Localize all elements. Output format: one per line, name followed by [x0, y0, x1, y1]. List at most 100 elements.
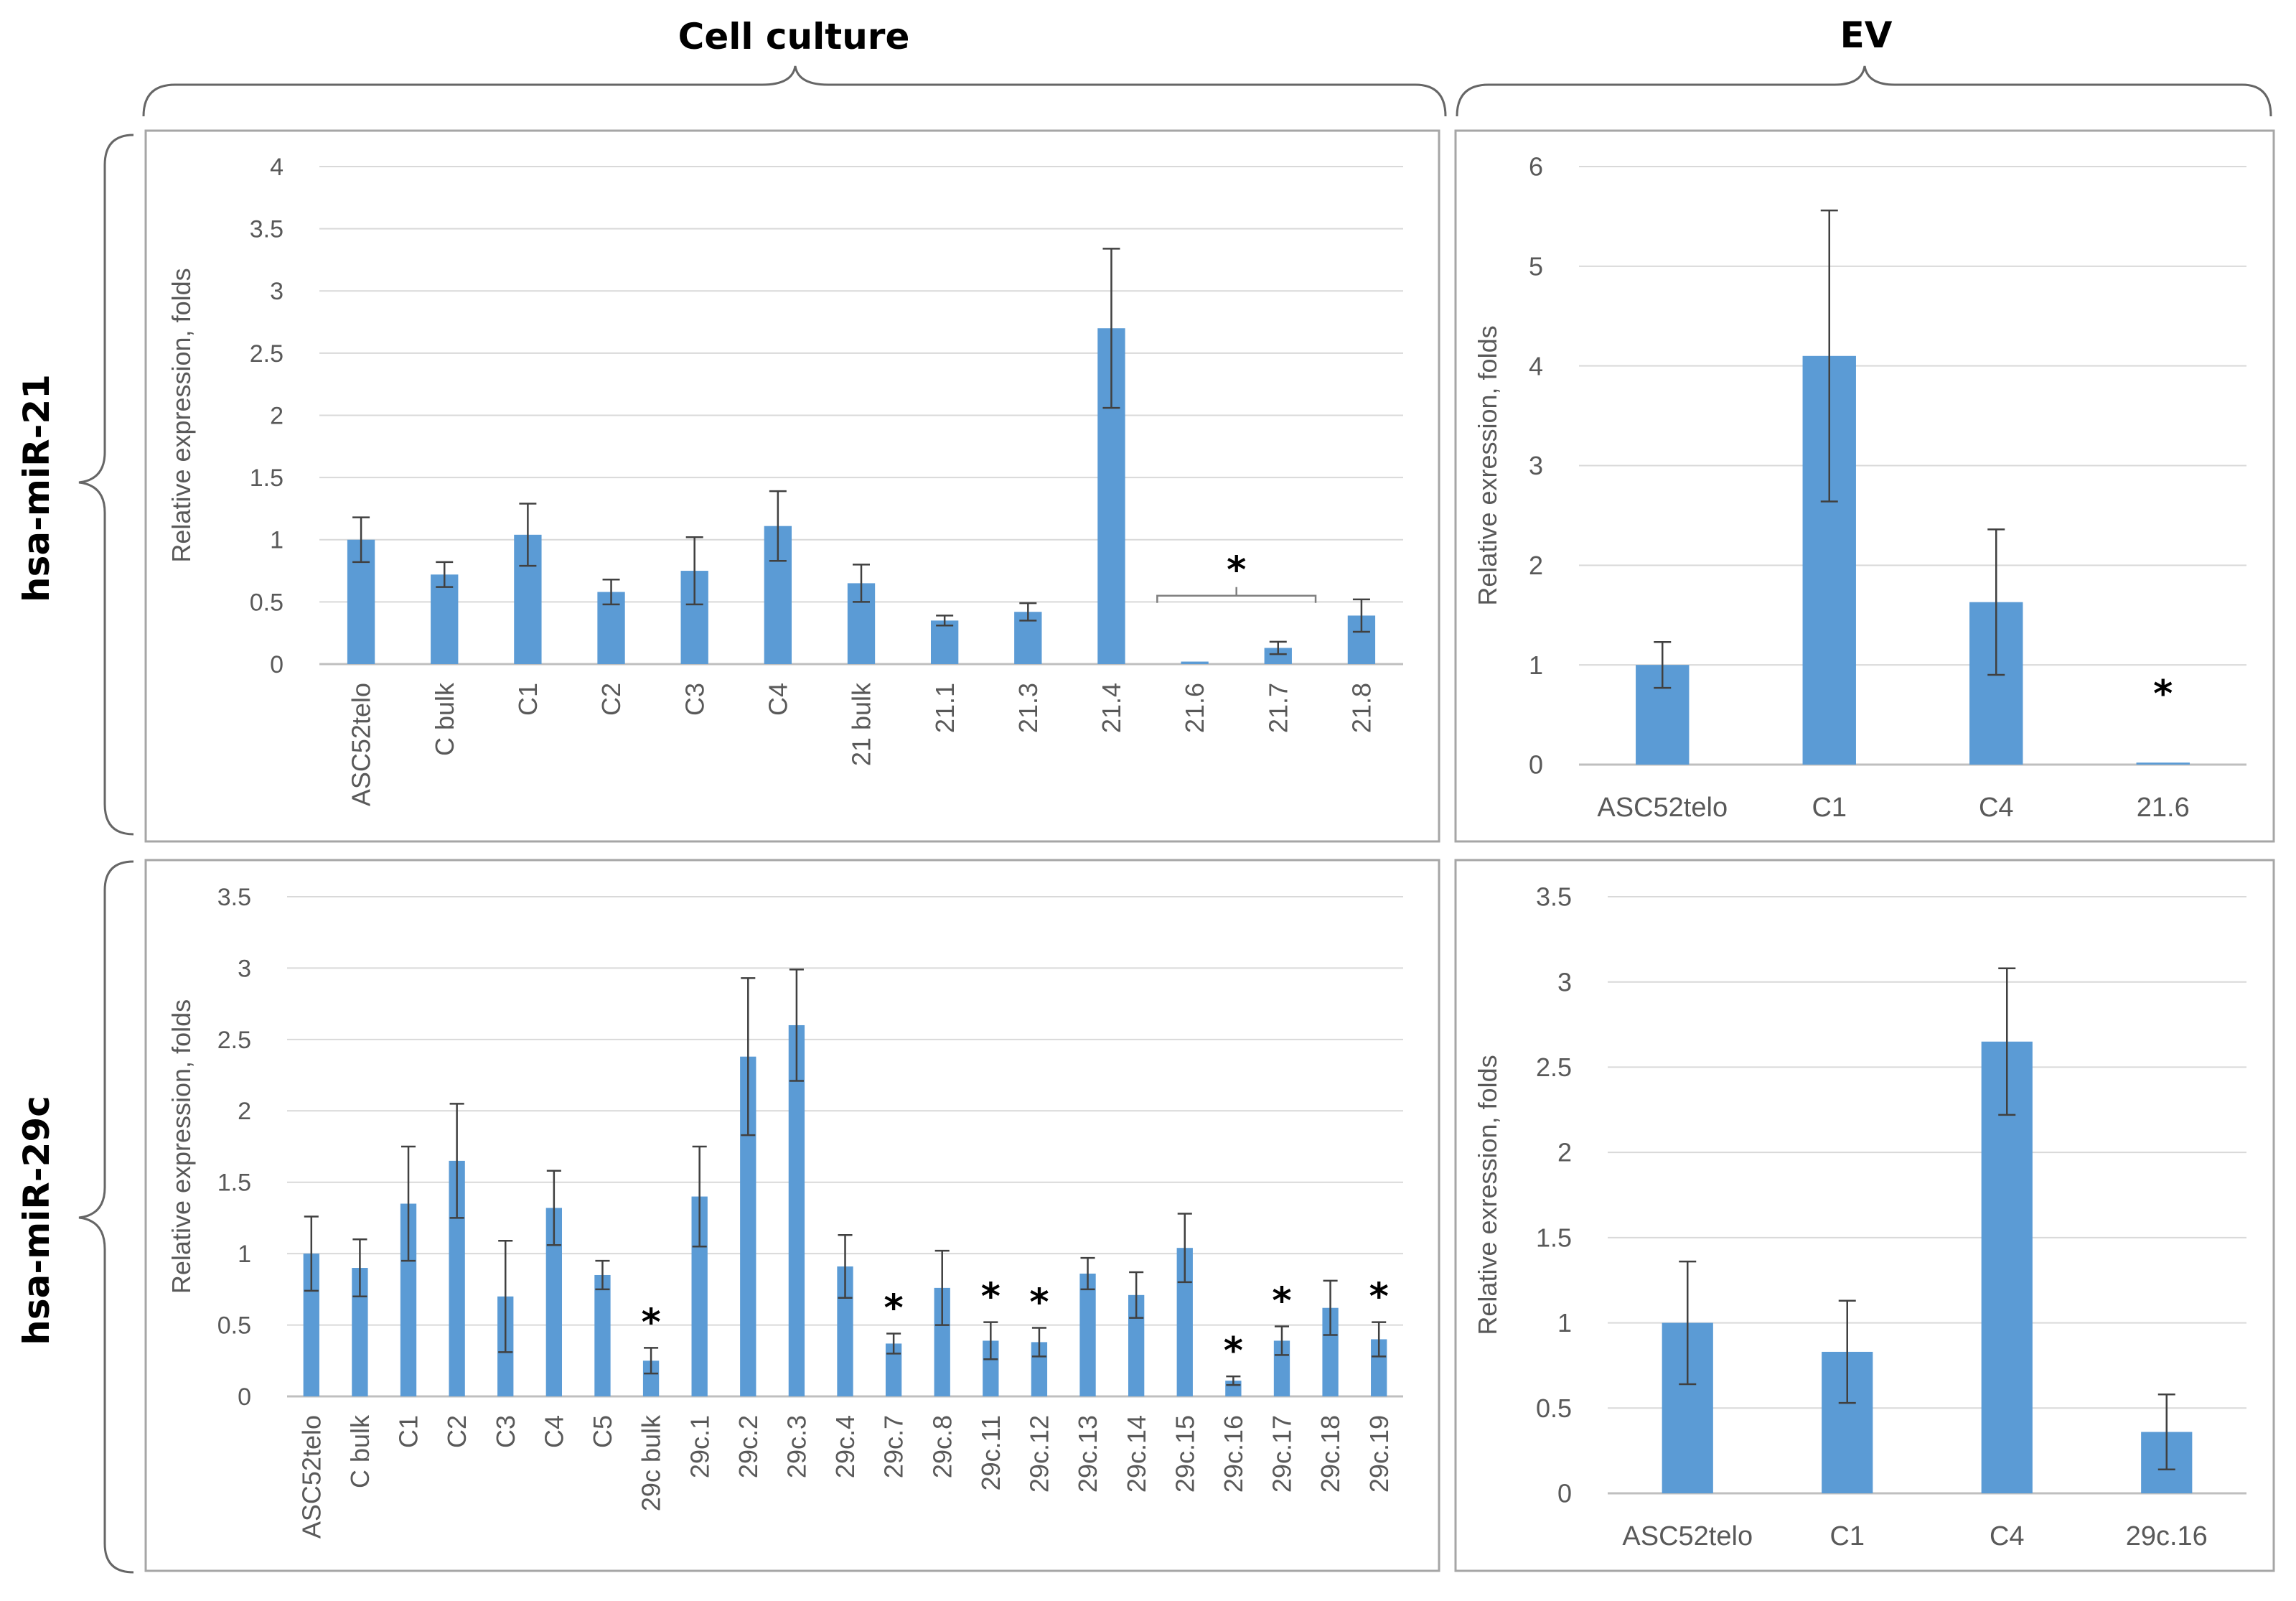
y-tick-label: 4 — [1529, 351, 1543, 381]
bar-c-bulk — [431, 574, 459, 664]
y-tick-label: 3.5 — [250, 216, 284, 243]
row-title-mir21: hsa-miR-21 — [16, 374, 57, 602]
error-bar-21-8 — [1352, 598, 1370, 633]
y-tick-label: 2 — [1557, 1138, 1572, 1167]
category-label-29c-16: 29c.16 — [1219, 1415, 1248, 1493]
category-label-c3: C3 — [680, 683, 709, 716]
error-bar-29c-17 — [1274, 1325, 1290, 1356]
y-tick-label: 1 — [238, 1241, 251, 1268]
row-title-mir29c: hsa-miR-29c — [16, 1096, 57, 1345]
category-label-29c-18: 29c.18 — [1316, 1415, 1345, 1493]
category-label-29c-17: 29c.17 — [1268, 1415, 1297, 1493]
y-tick-label: 2 — [1529, 551, 1543, 580]
y-tick-label: 3 — [1529, 451, 1543, 480]
category-label-29c-8: 29c.8 — [927, 1415, 957, 1478]
y-tick-label: 3 — [238, 955, 251, 982]
category-label-asc52telo: ASC52telo — [1622, 1521, 1753, 1551]
bar-asc52telo — [303, 1254, 319, 1396]
category-label-21-1: 21.1 — [930, 683, 960, 733]
y-tick-label: 2.5 — [1536, 1052, 1572, 1082]
error-bar-29c-8 — [934, 1249, 950, 1326]
bar-29c-2 — [740, 1056, 756, 1396]
y-tick-label: 1.5 — [250, 465, 284, 492]
category-label-29c-11: 29c.11 — [976, 1415, 1006, 1490]
error-bar-asc52telo — [1654, 640, 1672, 689]
col-title-cell-culture: Cell culture — [678, 16, 910, 57]
significance-star: * — [1224, 1330, 1243, 1373]
error-bar-c5 — [595, 1259, 610, 1291]
y-axis-label: Relative expression, folds — [167, 999, 196, 1294]
error-bar-29c-15 — [1177, 1213, 1192, 1284]
error-bar-c1 — [1820, 209, 1838, 503]
bar-21-7 — [1264, 648, 1292, 664]
y-axis-label: Relative exression, folds — [1473, 325, 1502, 605]
error-bar-c4 — [546, 1170, 561, 1246]
bar-29c-19 — [1371, 1339, 1387, 1396]
category-label-29c-3: 29c.3 — [782, 1415, 811, 1478]
error-bar-29c-11 — [983, 1321, 998, 1360]
category-label-c3: C3 — [491, 1415, 520, 1448]
mir29c-cell-culture-chart: 0 0.5 1 1.5 2 2.5 3 3.5 Relative expression, fol… — [144, 859, 1440, 1572]
y-tick-label: 1 — [1557, 1308, 1572, 1338]
bar-c4 — [1981, 1041, 2033, 1493]
error-bar-21-1 — [936, 615, 954, 627]
bar-29c-15 — [1176, 1248, 1193, 1396]
category-label-c1: C1 — [513, 683, 543, 716]
error-bar-29c-2 — [741, 977, 756, 1136]
error-bar-29c-18 — [1323, 1279, 1338, 1336]
error-bar-21-3 — [1019, 602, 1037, 622]
error-bar-c2 — [602, 578, 620, 606]
y-tick-label: 6 — [1529, 152, 1543, 182]
significance-star: * — [1272, 1280, 1291, 1323]
error-bar-29c-bulk — [644, 1347, 659, 1375]
category-label-c-bulk: C bulk — [345, 1414, 375, 1488]
y-axis-label: Relative exression, folds — [1473, 1055, 1502, 1335]
y-tick-label: 3.5 — [1536, 882, 1572, 912]
category-label-c5: C5 — [588, 1415, 617, 1448]
mir29c-ev-chart: 0 0.5 1 1.5 2 2.5 3 3.5 Relative exression, fold… — [1454, 859, 2275, 1572]
error-bar-asc52telo — [304, 1215, 319, 1292]
bar-c1 — [400, 1203, 417, 1396]
panel-frame — [1454, 859, 2275, 1572]
y-tick-label: 0 — [270, 651, 284, 678]
y-tick-label: 1.5 — [1536, 1223, 1572, 1252]
bar-21-1 — [930, 620, 959, 664]
error-bar-29c-7 — [886, 1332, 901, 1355]
category-label-21-6: 21.6 — [2137, 793, 2190, 823]
error-bar-21-4 — [1102, 248, 1120, 409]
error-bar-c1 — [1838, 1299, 1856, 1404]
error-bar-29c-14 — [1129, 1271, 1144, 1319]
y-tick-label: 2.5 — [217, 1027, 251, 1054]
error-bar-29c-16 — [2157, 1394, 2175, 1471]
category-label-21-8: 21.8 — [1347, 683, 1377, 733]
y-tick-label: 4 — [270, 154, 284, 181]
mir21-cell-culture-chart: 0 0.5 1 1.5 2 2.5 3 3.5 4 Relative expression, fo… — [144, 129, 1440, 843]
category-label-asc52telo: ASC52telo — [347, 683, 376, 806]
ev-brace — [1456, 65, 2272, 117]
y-tick-label: 3 — [270, 278, 284, 305]
category-label-21-bulk: 21 bulk — [847, 682, 876, 766]
category-label-21-3: 21.3 — [1013, 683, 1043, 733]
mir21-brace — [78, 134, 134, 836]
error-bar-c4 — [769, 490, 787, 562]
bar-c4 — [545, 1208, 563, 1396]
category-label-29c-14: 29c.14 — [1122, 1415, 1151, 1493]
col-title-ev: EV — [1840, 14, 1893, 56]
error-bar-21-bulk — [853, 564, 870, 603]
category-label-29c-2: 29c.2 — [734, 1415, 763, 1478]
category-label-c4: C4 — [539, 1415, 568, 1448]
significance-star: * — [2153, 673, 2173, 716]
y-tick-label: 0.5 — [217, 1312, 251, 1339]
category-label-29c-19: 29c.19 — [1364, 1415, 1394, 1493]
category-label-c-bulk: C bulk — [430, 682, 459, 756]
cell-culture-brace — [142, 65, 1447, 117]
error-bar-21-7 — [1269, 640, 1287, 655]
y-tick-label: 1.5 — [217, 1170, 251, 1197]
error-bar-c-bulk — [352, 1238, 367, 1298]
mir21-ev-chart: 0 1 2 3 4 5 6 Relative exression, folds ASC52tel… — [1454, 129, 2275, 843]
y-tick-label: 0.5 — [250, 589, 284, 616]
bar-29c-14 — [1128, 1294, 1145, 1396]
y-tick-label: 1 — [1529, 650, 1543, 680]
y-tick-label: 0.5 — [1536, 1394, 1572, 1423]
bar-29c-4 — [837, 1266, 853, 1396]
